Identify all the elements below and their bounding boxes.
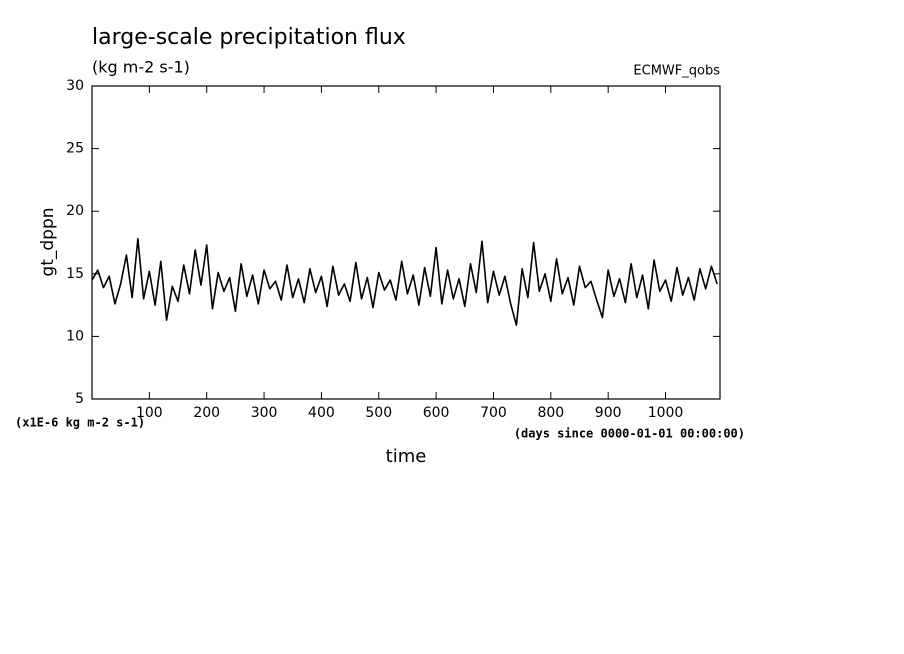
y-tick-label: 30: [66, 78, 84, 94]
y-unit-note: (x1E-6 kg m-2 s-1): [15, 416, 145, 430]
subtitle: (kg m-2 s-1): [92, 58, 190, 77]
y-axis-label: gt_dppn: [38, 207, 58, 276]
source-label: ECMWF_qobs: [633, 64, 720, 79]
plot-frame: [91, 85, 721, 400]
x-tick-label: 500: [365, 405, 392, 421]
data-line: [91, 237, 718, 326]
y-tick-label: 25: [66, 141, 84, 157]
x-tick-label: 100: [136, 405, 163, 421]
y-tick-label: 5: [75, 391, 84, 407]
x-tick-label: 600: [423, 405, 450, 421]
chart-title: large-scale precipitation flux: [92, 25, 406, 50]
y-tick-label: 10: [66, 328, 84, 344]
x-axis-label: time: [386, 446, 427, 467]
x-tick-label: 400: [308, 405, 335, 421]
x-tick-label: 900: [595, 405, 622, 421]
y-tick-label: 20: [66, 203, 84, 219]
x-tick-label: 300: [251, 405, 278, 421]
x-tick-label: 200: [193, 405, 220, 421]
x-unit-note: (days since 0000-01-01 00:00:00): [514, 427, 745, 441]
x-tick-label: 800: [537, 405, 564, 421]
x-tick-label: 1000: [648, 405, 684, 421]
y-tick-label: 15: [66, 266, 84, 282]
x-tick-label: 700: [480, 405, 507, 421]
